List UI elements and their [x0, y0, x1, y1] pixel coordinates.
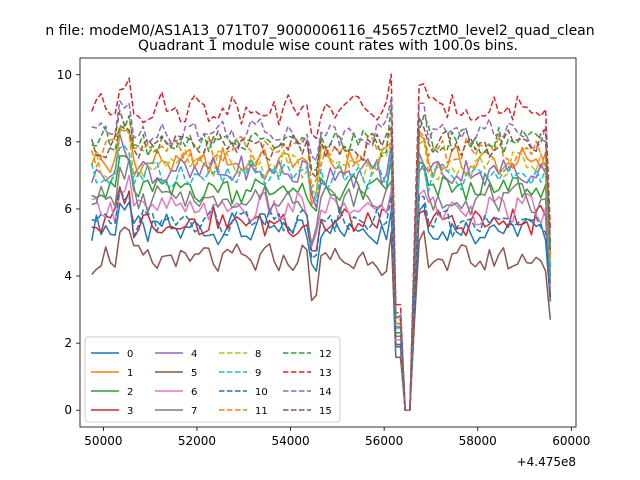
- legend-label-8: 8: [255, 349, 261, 360]
- y-axis: 0 2 4 6 8 10: [57, 68, 80, 417]
- y-tick-label-0: 0: [64, 403, 72, 417]
- y-tick-label-2: 2: [64, 336, 72, 350]
- legend-label-5: 5: [191, 368, 197, 379]
- legend-label-13: 13: [319, 368, 332, 379]
- series-line-11: [90, 115, 552, 411]
- x-tick-label-58000: 58000: [459, 434, 497, 448]
- series-line-6: [91, 174, 552, 411]
- legend-label-12: 12: [319, 349, 332, 360]
- legend-box: [84, 336, 341, 423]
- series-line-15: [90, 109, 552, 411]
- legend-label-4: 4: [191, 349, 197, 360]
- plot-frame: [79, 57, 577, 428]
- series-line-8: [90, 124, 552, 411]
- legend-label-0: 0: [127, 349, 133, 360]
- series-line-9: [90, 145, 552, 411]
- y-tick-label-4: 4: [64, 269, 72, 283]
- chart-title: Quadrant 1 module wise count rates with …: [138, 38, 518, 54]
- x-tick-label-56000: 56000: [365, 434, 403, 448]
- series-line-5: [91, 226, 552, 411]
- legend-label-6: 6: [191, 387, 197, 398]
- y-tick-label-6: 6: [64, 202, 72, 216]
- legend-label-1: 1: [127, 368, 133, 379]
- y-tick-label-8: 8: [64, 135, 72, 149]
- series-line-14: [91, 97, 552, 411]
- x-tick-label-52000: 52000: [178, 434, 216, 448]
- series-line-13: [91, 73, 552, 411]
- legend-label-15: 15: [319, 406, 332, 417]
- series-line-10: [91, 187, 552, 411]
- legend-label-2: 2: [127, 387, 133, 398]
- x-tick-label-60000: 60000: [552, 434, 590, 448]
- x-offset-label: +4.475e8: [517, 455, 576, 469]
- legend-label-11: 11: [255, 406, 268, 417]
- series-line-4: [90, 133, 552, 411]
- y-tick-label-10: 10: [57, 68, 72, 82]
- series-lines: [90, 73, 552, 411]
- legend-label-7: 7: [191, 406, 197, 417]
- x-axis: 50000 52000 54000 56000 58000 60000: [84, 427, 590, 448]
- legend-label-10: 10: [255, 387, 268, 398]
- x-tick-label-54000: 54000: [271, 434, 309, 448]
- legend-label-14: 14: [319, 387, 332, 398]
- figure-suptitle: n file: modeM0/AS1A13_071T07_9000006116_…: [45, 23, 594, 39]
- x-tick-label-50000: 50000: [84, 434, 122, 448]
- series-line-7: [91, 158, 552, 411]
- legend-label-9: 9: [255, 368, 261, 379]
- legend-label-3: 3: [127, 406, 133, 417]
